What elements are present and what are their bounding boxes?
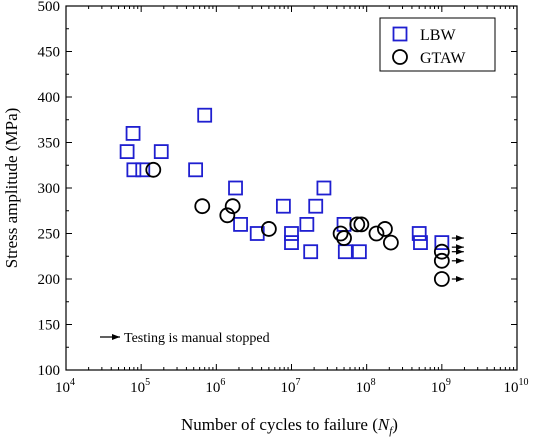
gtaw-point: [368, 225, 385, 242]
gtaw-point: [433, 271, 450, 287]
y-tick-label: 450: [38, 45, 61, 61]
y-tick-label: 100: [38, 363, 61, 379]
gtaw-point: [382, 234, 399, 251]
x-tick-label: 106: [205, 377, 225, 396]
x-tick-label: 105: [130, 377, 150, 396]
lbw-point: [197, 107, 213, 123]
x-tick-label: 109: [431, 377, 451, 396]
x-tick-label: 107: [281, 377, 301, 396]
gtaw-point: [194, 198, 211, 215]
lbw-point: [411, 226, 427, 241]
lbw-point: [126, 162, 142, 178]
lbw-point: [284, 226, 299, 241]
gtaw-point: [336, 230, 352, 246]
lbw-point: [434, 235, 450, 251]
lbw-point: [351, 244, 367, 260]
annotation-text: Testing is manual stopped: [124, 331, 270, 346]
lbw-point: [308, 198, 324, 214]
y-tick-label: 500: [38, 0, 61, 15]
lbw-point: [284, 235, 299, 251]
y-axis-label: Stress amplitude (MPa): [2, 108, 21, 269]
lbw-point: [228, 180, 243, 196]
gtaw-point: [219, 207, 236, 224]
lbw-point: [135, 162, 151, 178]
lbw-point: [337, 244, 353, 260]
y-tick-label: 150: [38, 318, 61, 334]
legend-gtaw-label: GTAW: [420, 50, 466, 67]
lbw-point: [188, 162, 204, 178]
gtaw-point: [433, 252, 450, 269]
legend-lbw-marker: [392, 26, 408, 42]
y-tick-label: 400: [38, 90, 61, 106]
legend-lbw-label: LBW: [420, 27, 456, 44]
gtaw-point: [377, 221, 393, 237]
lbw-point: [303, 244, 319, 260]
gtaw-point: [433, 243, 450, 260]
gtaw-point: [349, 216, 366, 233]
lbw-point: [119, 144, 135, 160]
lbw-point: [125, 126, 141, 141]
lbw-point: [413, 235, 428, 251]
lbw-point: [233, 216, 248, 232]
lbw-point: [316, 180, 332, 196]
x-tick-label: 104: [55, 377, 75, 396]
y-tick-label: 200: [38, 272, 61, 288]
annotation: Testing is manual stopped: [100, 331, 270, 346]
lbw-point: [299, 216, 315, 232]
gtaw-point: [260, 221, 277, 237]
y-tick-label: 300: [38, 181, 61, 197]
y-tick-label: 350: [38, 136, 61, 152]
x-tick-label: 1010: [504, 377, 529, 396]
legend-gtaw-marker: [392, 49, 408, 65]
gtaw-point: [145, 161, 162, 178]
lbw-point: [336, 216, 352, 232]
gtaw-point: [332, 225, 349, 242]
lbw-point: [275, 198, 291, 214]
data-marks: [119, 107, 464, 287]
gtaw-point: [224, 198, 241, 215]
legend: LBW GTAW: [379, 17, 496, 72]
x-tick-label: 108: [356, 377, 376, 396]
x-axis-label: Number of cycles to failure (Nf): [181, 415, 398, 437]
y-tick-label: 250: [38, 227, 61, 243]
gtaw-point: [353, 216, 370, 233]
lbw-point: [153, 144, 169, 160]
